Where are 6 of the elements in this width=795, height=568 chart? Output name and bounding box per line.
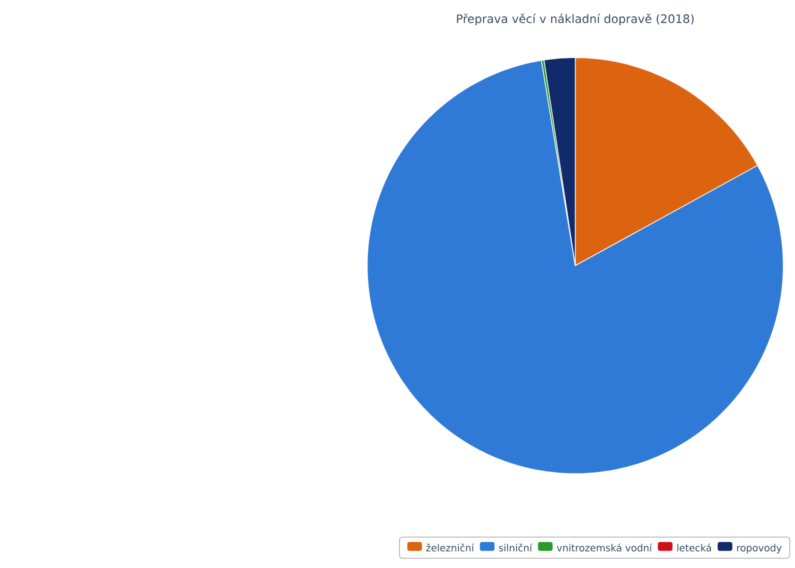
legend-label: silniční xyxy=(498,543,532,552)
chart-title: Přeprava věcí v nákladní dopravě (2018) xyxy=(457,13,694,26)
legend-label: vnitrozemská vodní xyxy=(556,543,652,552)
legend-label: ropovody xyxy=(737,544,782,554)
legend-label: železniční xyxy=(426,543,474,552)
legend-label: letecká xyxy=(677,543,711,552)
